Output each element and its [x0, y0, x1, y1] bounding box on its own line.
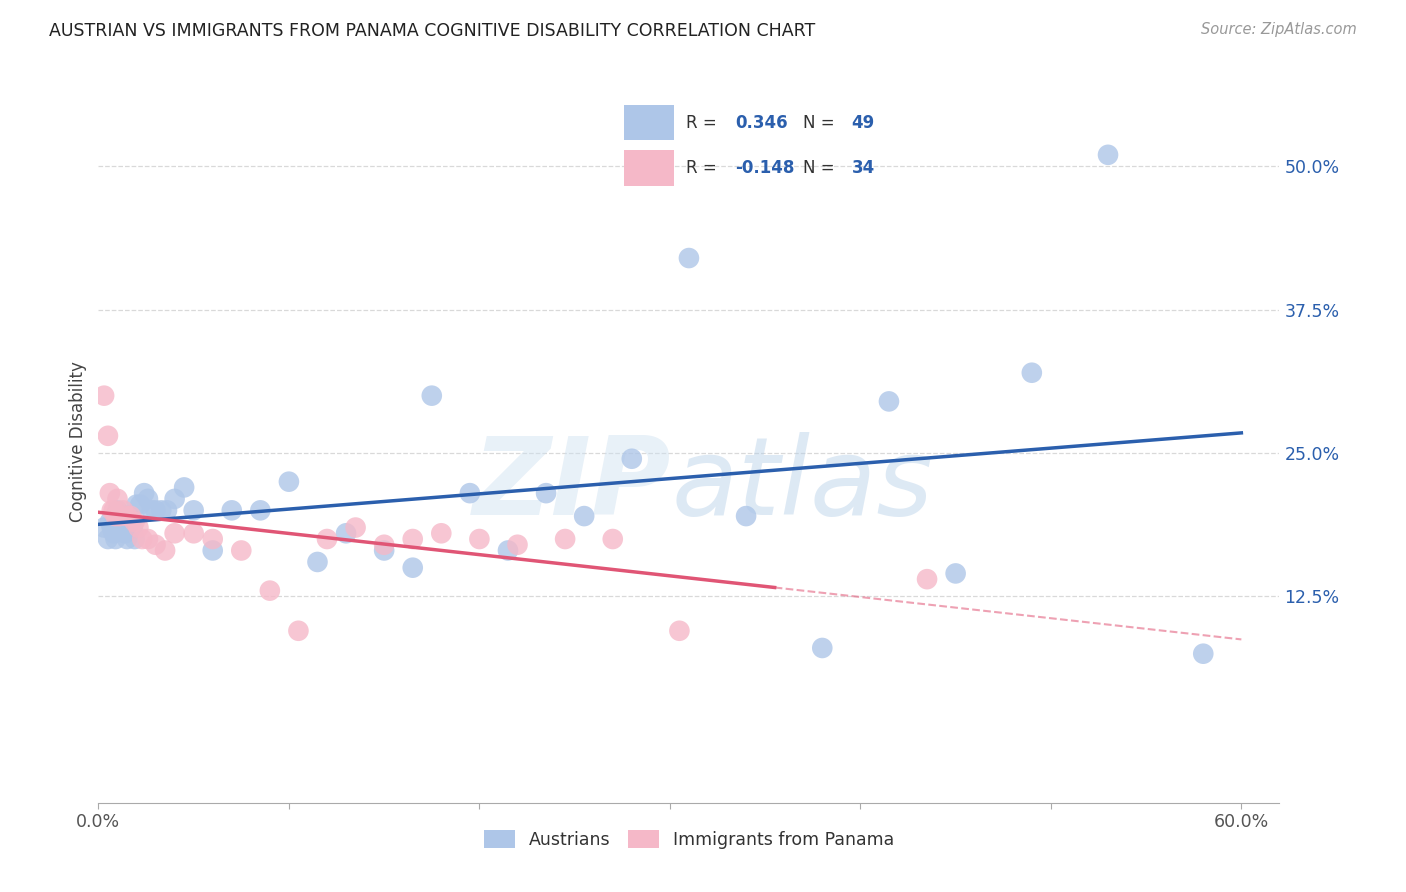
Point	[93, 520, 115, 534]
Point	[112, 520, 135, 534]
Point	[183, 526, 205, 541]
Point	[307, 555, 329, 569]
Point	[153, 543, 176, 558]
Y-axis label: Cognitive Disability: Cognitive Disability	[69, 361, 87, 522]
Point	[259, 583, 281, 598]
Point	[100, 503, 122, 517]
Point	[124, 515, 146, 529]
Point	[110, 509, 132, 524]
Point	[118, 509, 141, 524]
Point	[316, 532, 339, 546]
Point	[120, 509, 142, 524]
Point	[97, 532, 120, 546]
Point	[108, 520, 131, 534]
Point	[114, 526, 136, 541]
Point	[402, 532, 425, 546]
Point	[915, 572, 938, 586]
Point	[124, 532, 146, 546]
Point	[458, 486, 481, 500]
Point	[100, 520, 122, 534]
Text: AUSTRIAN VS IMMIGRANTS FROM PANAMA COGNITIVE DISABILITY CORRELATION CHART: AUSTRIAN VS IMMIGRANTS FROM PANAMA COGNI…	[49, 22, 815, 40]
Point	[163, 491, 186, 506]
Point	[420, 389, 443, 403]
Point	[120, 515, 142, 529]
Point	[103, 526, 125, 541]
Point	[534, 486, 557, 500]
Point	[468, 532, 491, 546]
Point	[1097, 148, 1119, 162]
Point	[183, 503, 205, 517]
Point	[131, 532, 153, 546]
Point	[945, 566, 967, 581]
Point	[141, 503, 163, 517]
Text: ZIP: ZIP	[472, 432, 671, 538]
Point	[430, 526, 453, 541]
Point	[373, 538, 395, 552]
Point	[678, 251, 700, 265]
Point	[506, 538, 529, 552]
Legend: Austrians, Immigrants from Panama: Austrians, Immigrants from Panama	[477, 823, 901, 855]
Point	[156, 503, 179, 517]
Point	[134, 486, 156, 500]
Point	[1192, 647, 1215, 661]
Point	[173, 480, 195, 494]
Point	[97, 429, 120, 443]
Point	[93, 389, 115, 403]
Point	[107, 491, 129, 506]
Point	[231, 543, 253, 558]
Point	[735, 509, 758, 524]
Point	[277, 475, 299, 489]
Point	[115, 532, 138, 546]
Point	[201, 543, 224, 558]
Point	[811, 640, 834, 655]
Point	[121, 520, 143, 534]
Point	[620, 451, 643, 466]
Point	[221, 503, 243, 517]
Point	[554, 532, 576, 546]
Point	[108, 509, 131, 524]
Point	[496, 543, 519, 558]
Point	[163, 526, 186, 541]
Point	[344, 520, 367, 534]
Point	[402, 560, 425, 574]
Point	[115, 509, 138, 524]
Point	[668, 624, 690, 638]
Point	[572, 509, 595, 524]
Point	[145, 503, 167, 517]
Point	[104, 509, 127, 524]
Point	[287, 624, 309, 638]
Point	[98, 486, 121, 500]
Text: Source: ZipAtlas.com: Source: ZipAtlas.com	[1201, 22, 1357, 37]
Point	[103, 503, 125, 517]
Point	[145, 538, 167, 552]
Text: atlas: atlas	[671, 433, 934, 537]
Point	[1021, 366, 1043, 380]
Point	[125, 498, 148, 512]
Point	[335, 526, 357, 541]
Point	[201, 532, 224, 546]
Point	[602, 532, 624, 546]
Point	[136, 532, 159, 546]
Point	[150, 503, 173, 517]
Point	[877, 394, 900, 409]
Point	[112, 503, 135, 517]
Point	[107, 503, 129, 517]
Point	[129, 498, 152, 512]
Point	[104, 532, 127, 546]
Point	[249, 503, 271, 517]
Point	[127, 520, 149, 534]
Point	[136, 491, 159, 506]
Point	[373, 543, 395, 558]
Point	[98, 515, 121, 529]
